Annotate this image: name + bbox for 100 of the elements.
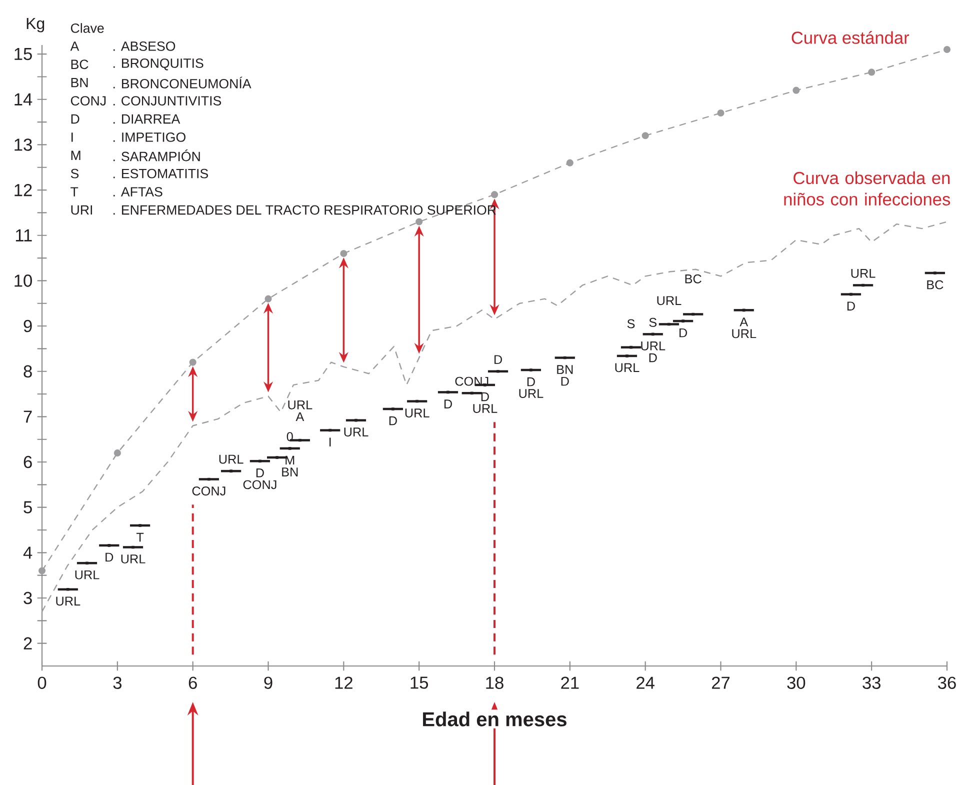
y-tick-label: 13 (14, 138, 32, 151)
point (490, 191, 498, 198)
y-tick-label: 2 (24, 637, 32, 650)
x-axis-title: Edad en meses (423, 712, 566, 726)
x-tick-label: 3 (113, 676, 122, 689)
annotation: I (72, 132, 73, 142)
point (566, 159, 574, 166)
annotation: BN (71, 78, 88, 88)
annotation: . IMPETIGO (113, 132, 186, 142)
annotation: S (627, 319, 635, 328)
point (264, 295, 272, 302)
annotation: URL (732, 329, 756, 338)
annotation: BN (557, 365, 573, 374)
annotation: D (106, 552, 114, 562)
point (208, 478, 210, 481)
annotation: . SARAMPIÓN (113, 150, 200, 162)
point (298, 438, 302, 442)
point (108, 544, 111, 547)
y-tick-label: 5 (24, 501, 32, 514)
annotation: URL (519, 389, 544, 398)
point (288, 447, 292, 450)
x-tick-label: 36 (938, 676, 956, 689)
annotation: URL (851, 269, 876, 278)
annotation: A (740, 318, 748, 326)
point (446, 390, 450, 394)
annotation: CONJ (70, 96, 106, 106)
x-tick-label: 15 (410, 676, 428, 689)
annotation: D (680, 328, 688, 338)
annotation: URL (121, 554, 146, 564)
annotation: A (70, 42, 80, 51)
point (340, 250, 348, 258)
y-tick-label: 6 (24, 456, 32, 468)
annotation: D (71, 114, 80, 124)
y-axis-title: Kg (26, 18, 44, 32)
y-tick-label: 14 (14, 93, 32, 106)
point (850, 292, 852, 296)
point (792, 86, 800, 94)
x-tick-label: 18 (486, 676, 504, 689)
annotation: URL (344, 428, 368, 437)
annotation: I (330, 438, 331, 446)
annotation: T (136, 532, 144, 542)
series-label: Curva observada en niños con infecciones (784, 171, 950, 206)
x-tick-label: 33 (862, 676, 880, 689)
y-tick-label: 8 (24, 365, 32, 378)
annotation: BC (927, 280, 944, 290)
point (132, 546, 134, 549)
annotation: . BRONQUITIS (113, 58, 204, 70)
point (943, 46, 951, 54)
annotation: D (649, 353, 657, 362)
point (470, 392, 474, 395)
x-tick-label: 6 (188, 676, 197, 689)
x-tick-label: 21 (561, 676, 579, 689)
y-tick-label: 12 (14, 184, 32, 196)
x-tick-label: 30 (787, 676, 806, 689)
annotation: CONJ (192, 486, 226, 496)
annotation: D (444, 400, 452, 408)
annotation: . ABSESO (113, 41, 176, 51)
x-tick-label: 24 (636, 676, 654, 689)
point (563, 356, 566, 360)
x-tick-label: 27 (712, 676, 730, 689)
annotation: URL (56, 596, 80, 606)
point (868, 68, 876, 76)
annotation: . ESTOMATITIS (113, 168, 208, 178)
point (416, 218, 423, 226)
annotation: URL (288, 400, 312, 410)
annotation: URL (615, 363, 640, 372)
annotation: S (649, 318, 657, 327)
point (642, 132, 649, 140)
point (717, 109, 724, 117)
point (114, 449, 121, 456)
annotation: BC (71, 60, 88, 70)
series-label: Curva estándar (792, 31, 910, 44)
point (651, 332, 654, 336)
annotation: URI (71, 205, 92, 215)
annotation: URL (219, 454, 244, 464)
point (416, 400, 418, 403)
annotation: . AFTAS (113, 187, 162, 197)
annotation: D (847, 302, 855, 310)
annotation: BC (685, 274, 702, 284)
y-tick-label: 7 (24, 410, 32, 423)
annotation: . DIARREA (113, 114, 180, 124)
point (862, 284, 864, 287)
annotation: D (527, 377, 535, 386)
annotation: URL (75, 570, 100, 580)
point (189, 358, 196, 366)
x-tick-label: 12 (335, 676, 352, 689)
x-tick-label: 9 (264, 676, 272, 689)
annotation: D (256, 468, 264, 478)
annotation: . CONJUNTIVITIS (113, 96, 222, 106)
annotation: D (494, 355, 502, 364)
annotation: URL (657, 296, 682, 306)
point (328, 428, 332, 432)
y-tick-label: 10 (14, 274, 32, 287)
annotation: URL (405, 408, 430, 418)
annotation: A (296, 412, 304, 422)
y-tick-label: 9 (24, 320, 32, 332)
point (742, 308, 746, 312)
point (38, 567, 46, 574)
text: Clave (70, 23, 104, 33)
annotation: T (70, 187, 78, 196)
